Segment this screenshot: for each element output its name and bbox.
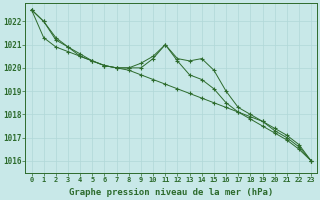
X-axis label: Graphe pression niveau de la mer (hPa): Graphe pression niveau de la mer (hPa): [69, 188, 274, 197]
